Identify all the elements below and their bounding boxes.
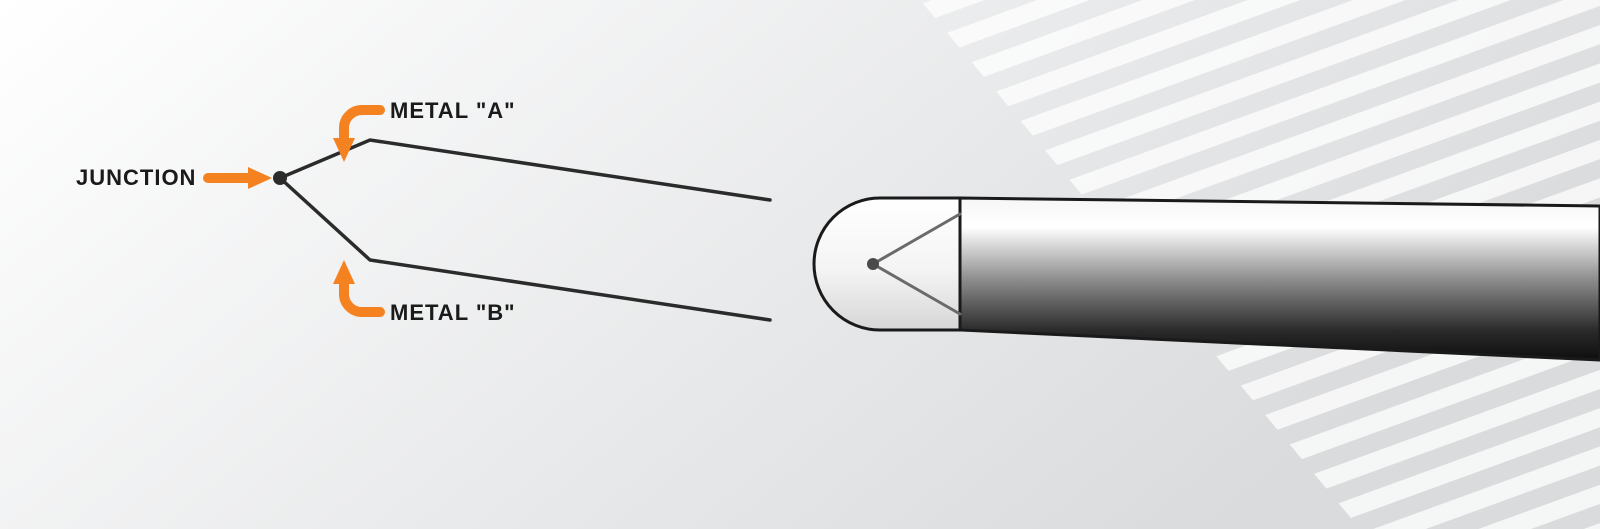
diagram-canvas: JUNCTION METAL "A" METAL "B" (0, 0, 1600, 529)
diagram-svg (0, 0, 1600, 529)
label-junction: JUNCTION (76, 165, 196, 191)
label-metal-a: METAL "A" (390, 98, 516, 124)
probe-tip (814, 198, 960, 330)
label-metal-b: METAL "B" (390, 300, 516, 326)
junction-dot (273, 171, 287, 185)
probe-body (960, 198, 1600, 360)
probe-inner-junction-dot (867, 258, 879, 270)
